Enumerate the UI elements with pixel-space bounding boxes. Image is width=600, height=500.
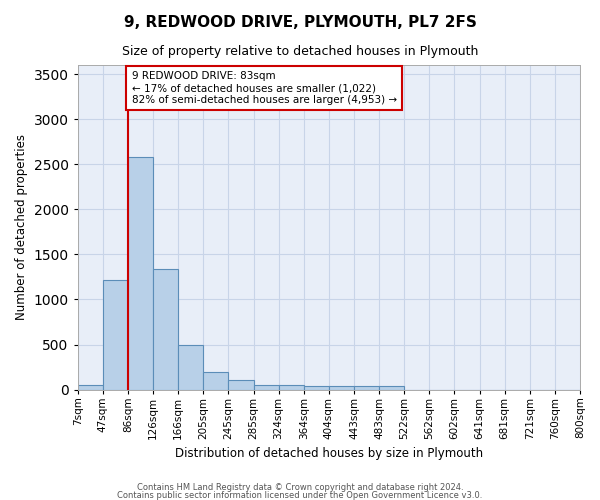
Bar bbox=[178, 346, 203, 390]
Bar bbox=[278, 385, 304, 390]
Bar bbox=[354, 386, 379, 390]
Bar bbox=[304, 386, 329, 390]
Bar bbox=[103, 280, 128, 390]
Text: Contains HM Land Registry data © Crown copyright and database right 2024.: Contains HM Land Registry data © Crown c… bbox=[137, 483, 463, 492]
Bar bbox=[203, 372, 229, 390]
Bar bbox=[153, 269, 178, 390]
Text: 9, REDWOOD DRIVE, PLYMOUTH, PL7 2FS: 9, REDWOOD DRIVE, PLYMOUTH, PL7 2FS bbox=[124, 15, 476, 30]
Bar bbox=[128, 157, 153, 390]
Text: Contains public sector information licensed under the Open Government Licence v3: Contains public sector information licen… bbox=[118, 490, 482, 500]
Bar bbox=[254, 385, 278, 390]
Bar bbox=[329, 386, 354, 390]
Text: 9 REDWOOD DRIVE: 83sqm
← 17% of detached houses are smaller (1,022)
82% of semi-: 9 REDWOOD DRIVE: 83sqm ← 17% of detached… bbox=[132, 72, 397, 104]
Bar bbox=[229, 380, 254, 390]
Text: Size of property relative to detached houses in Plymouth: Size of property relative to detached ho… bbox=[122, 45, 478, 58]
Y-axis label: Number of detached properties: Number of detached properties bbox=[15, 134, 28, 320]
Bar bbox=[379, 386, 404, 390]
X-axis label: Distribution of detached houses by size in Plymouth: Distribution of detached houses by size … bbox=[175, 447, 483, 460]
Bar bbox=[78, 385, 103, 390]
